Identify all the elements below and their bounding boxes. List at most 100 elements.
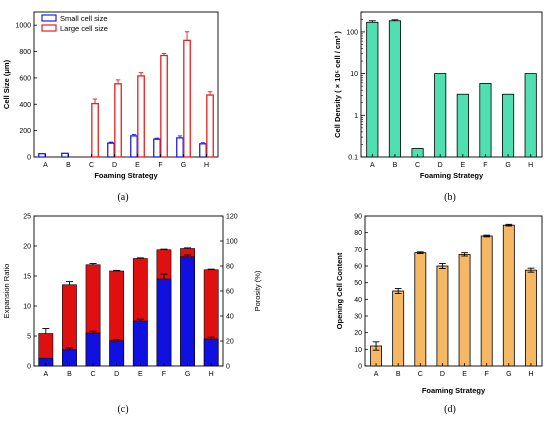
y2-tick-label: 0: [226, 364, 230, 371]
y-axis-label: Cell Density ( × 10⁵ cell / cm³ ): [333, 31, 342, 138]
y2-tick-label: 20: [226, 339, 234, 346]
bar-small-cell-size: [153, 138, 161, 158]
x-tick-label: D: [112, 162, 117, 169]
y-tick-label: 30: [354, 314, 362, 321]
bar-large-cell-size: [91, 102, 99, 158]
x-tick-label: E: [460, 162, 465, 169]
legend-label: Large cell size: [60, 24, 108, 33]
x-tick-label: F: [162, 371, 166, 378]
x-tick-label: H: [209, 371, 214, 378]
bar-large-cell-size: [206, 94, 214, 158]
x-tick-label: D: [114, 371, 119, 378]
y-tick-label: 10: [354, 347, 362, 354]
bar-small-cell-size: [38, 153, 46, 158]
bar-large-cell-size: [160, 54, 168, 158]
x-tick-label: H: [204, 162, 209, 169]
y2-tick-label: 60: [226, 289, 234, 296]
x-tick-label: B: [66, 162, 71, 169]
y-tick-label: 100: [346, 29, 358, 36]
x-tick-label: A: [43, 371, 48, 378]
bar-cell-density: [524, 73, 537, 158]
panel-label: (d): [444, 404, 456, 415]
bar-opening-cell-content: [502, 224, 515, 367]
y-axis-label: Opening Cell Content: [335, 252, 344, 329]
bar-small-cell-size: [61, 152, 69, 158]
y-tick-label: 15: [23, 274, 31, 281]
x-tick-label: D: [440, 371, 445, 378]
bar-large-cell-size: [183, 39, 191, 158]
x-tick-label: B: [396, 371, 401, 378]
x-tick-label: B: [393, 162, 398, 169]
y-tick-label: 90: [354, 214, 362, 221]
x-tick-label: B: [67, 371, 72, 378]
panel-label: (c): [117, 404, 128, 415]
y-tick-label: 0.1: [348, 155, 358, 162]
x-tick-label: H: [528, 371, 533, 378]
y-tick-label: 0: [358, 364, 362, 371]
x-tick-label: G: [506, 371, 511, 378]
bar-expansion-ratio: [156, 278, 172, 367]
y2-tick-label: 80: [226, 264, 234, 271]
plot-frame-d: [364, 215, 543, 367]
bar-opening-cell-content: [392, 290, 405, 367]
y-tick-label: 25: [23, 214, 31, 221]
legend-label: Small cell size: [60, 14, 108, 23]
panel-label: (a): [117, 192, 128, 203]
bar-cell-density: [502, 93, 515, 158]
x-tick-label: A: [43, 162, 48, 169]
bar-opening-cell-content: [458, 253, 471, 367]
y-tick-label: 200: [19, 128, 31, 135]
y-tick-label: 5: [27, 334, 31, 341]
y-axis-label: Cell Size (μm): [2, 59, 11, 109]
x-tick-label: A: [374, 371, 379, 378]
bar-large-cell-size: [137, 75, 145, 158]
bar-large-cell-size: [114, 83, 122, 158]
y-tick-label: 60: [354, 264, 362, 271]
y-tick-label: 20: [23, 244, 31, 251]
y-tick-label: 600: [19, 75, 31, 82]
y2-tick-label: 120: [226, 214, 238, 221]
y-tick-label: 20: [354, 330, 362, 337]
y-tick-label: 1: [354, 113, 358, 120]
bar-cell-density: [479, 83, 492, 158]
bar-cell-density: [388, 20, 401, 158]
x-tick-label: H: [528, 162, 533, 169]
legend-swatch: [41, 24, 57, 32]
x-tick-label: C: [418, 371, 423, 378]
bar-expansion-ratio: [85, 332, 101, 367]
x-tick-label: G: [181, 162, 186, 169]
bar-cell-density: [366, 21, 379, 158]
bar-cell-density: [434, 73, 447, 158]
panel-label: (b): [444, 192, 456, 203]
x-tick-label: E: [138, 371, 143, 378]
x-tick-label: C: [415, 162, 420, 169]
x-tick-label: F: [485, 371, 489, 378]
bar-opening-cell-content: [436, 265, 449, 367]
bar-small-cell-size: [107, 142, 115, 158]
y-tick-label: 80: [354, 230, 362, 237]
y-tick-label: 0: [27, 364, 31, 371]
x-tick-label: E: [135, 162, 140, 169]
plot-frame-a: [33, 11, 219, 158]
bar-opening-cell-content: [480, 235, 493, 367]
bar-expansion-ratio: [180, 256, 195, 367]
x-tick-label: A: [370, 162, 375, 169]
bar-small-cell-size: [130, 135, 138, 158]
y2-axis-label: Porosity (%): [253, 270, 262, 311]
x-tick-label: D: [438, 162, 443, 169]
x-axis-label: Foaming Strategy: [422, 386, 486, 395]
x-tick-label: E: [462, 371, 467, 378]
y-tick-label: 40: [354, 297, 362, 304]
bar-small-cell-size: [176, 137, 184, 158]
y2-tick-label: 100: [226, 239, 238, 246]
x-axis-label: Foaming Strategy: [420, 171, 484, 180]
y-tick-label: 50: [354, 280, 362, 287]
y-axis-label: Expansion Ratio: [2, 264, 11, 319]
bar-expansion-ratio: [203, 338, 219, 367]
y-tick-label: 0: [27, 155, 31, 162]
y-tick-label: 70: [354, 247, 362, 254]
plot-frame-b: [360, 11, 543, 158]
y2-tick-label: 40: [226, 314, 234, 321]
x-tick-label: F: [158, 162, 162, 169]
